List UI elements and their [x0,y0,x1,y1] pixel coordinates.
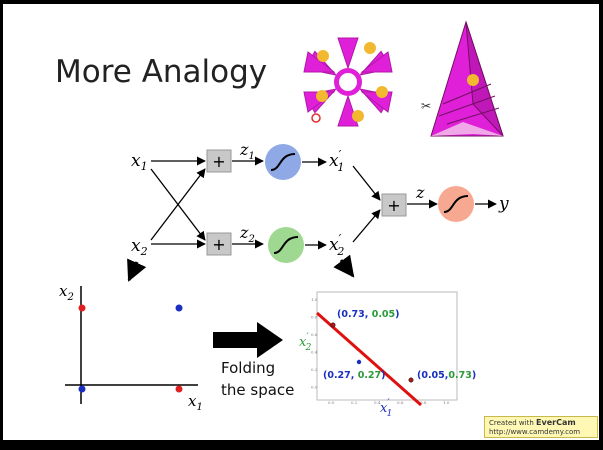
sigmoid-node-3 [438,186,474,222]
input-space-y-label: x2 [59,282,74,303]
pointer-arrow-left [127,258,147,282]
network-diagram: x1 x2 + + z1 z2 x′ 1 x′ 2 [127,140,509,282]
input-point-2 [78,385,86,393]
origami-boat-image: ✂ [421,20,504,137]
decision-boundary-line [316,311,422,407]
transformed-x-tick: 0.2 [351,400,358,405]
z2-label: z2 [239,223,255,245]
slide-title: More Analogy [55,54,268,90]
input-point-1 [175,304,183,312]
folding-text-line1: Folding [221,359,276,377]
input-point-0 [78,304,86,312]
sigmoid-node-1 [265,144,301,180]
sum-node-2 [206,232,232,256]
transformed-x-label: x′ 1 [380,398,392,419]
transformed-x-tick: 0.6 [397,400,404,405]
edge-x2-plus1 [150,168,206,241]
slide: More Analogy [3,4,599,440]
transformed-x-tick: 0.8 [420,400,427,405]
watermark-line2: http://www.camdemy.com [489,428,581,436]
transformed-y-tick: 0.4 [311,350,318,355]
annotation-005-073: (0.05,0.73) [417,370,476,381]
evercam-watermark[interactable]: Created with EverCam http://www.camdemy.… [484,416,598,438]
transformed-x-tick: 1.0 [443,400,450,405]
transformed-y-tick: 0.0 [311,385,318,390]
origami-images: ✂ [303,20,504,137]
input-space-plot: x2 x1 [59,282,203,413]
pointer-arrow-right [333,254,355,278]
svg-text:+: + [387,196,400,215]
z1-label: z1 [239,140,255,162]
out-x1prime-label: x′ 1 [329,148,344,174]
input-x2-label: x2 [131,236,148,258]
transformed-y-tick: 0.2 [311,367,318,372]
svg-text:+: + [212,235,225,254]
point-027-027 [356,359,362,365]
input-point-3 [175,385,183,393]
point-005-073 [408,377,414,383]
folding-text-line2: the space [221,381,295,399]
svg-text:✂: ✂ [421,99,431,113]
transformed-x-tick: 0.4 [374,400,381,405]
input-x1-label: x1 [131,151,148,173]
sigmoid-node-2 [268,227,304,263]
transformed-y-label: x′ 2 [299,332,312,353]
out-x2prime-label: x′ 2 [329,232,344,258]
svg-text:+: + [212,152,225,171]
transformed-y-tick: 1.0 [311,297,318,302]
transformed-space-plot: 1.0 0.8 0.6 0.4 0.2 0.0 0.0 0.2 0.4 0.6 0.8 1.0 (0.… [299,291,476,419]
origami-flower-image [303,37,393,127]
annotation-027-027: (0.27, 0.27) [323,370,386,381]
sum-node-1 [206,149,232,173]
annotation-073-005: (0.73, 0.05) [337,309,400,320]
folding-text: Folding the space [221,357,294,401]
point-073-005 [330,322,336,328]
output-y-label: y [498,194,509,214]
folding-arrow [213,322,283,358]
input-space-x-label: x1 [188,392,203,413]
transformed-y-tick: 0.6 [311,332,318,337]
sum-node-3 [381,193,407,217]
watermark-line1: Created with EverCam [489,418,576,427]
z-label: z [415,183,425,202]
transformed-x-tick: 0.0 [328,400,335,405]
transformed-plot-frame [316,291,458,401]
transformed-y-tick: 0.8 [311,315,318,320]
